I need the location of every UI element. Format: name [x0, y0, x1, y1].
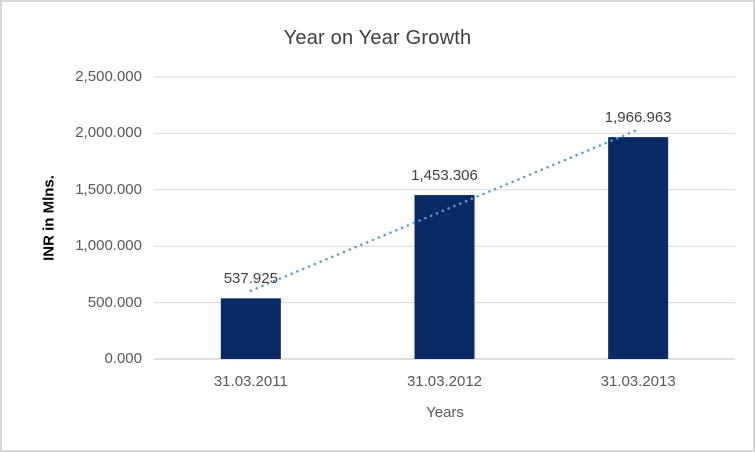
bar-31.03.2013[interactable] — [608, 137, 669, 359]
x-axis-title: Years — [426, 404, 464, 421]
trendline[interactable] — [249, 128, 640, 293]
bar-31.03.2012[interactable] — [414, 195, 475, 359]
chart-title: Year on Year Growth — [283, 27, 472, 49]
bar-31.03.2011[interactable] — [220, 298, 281, 359]
